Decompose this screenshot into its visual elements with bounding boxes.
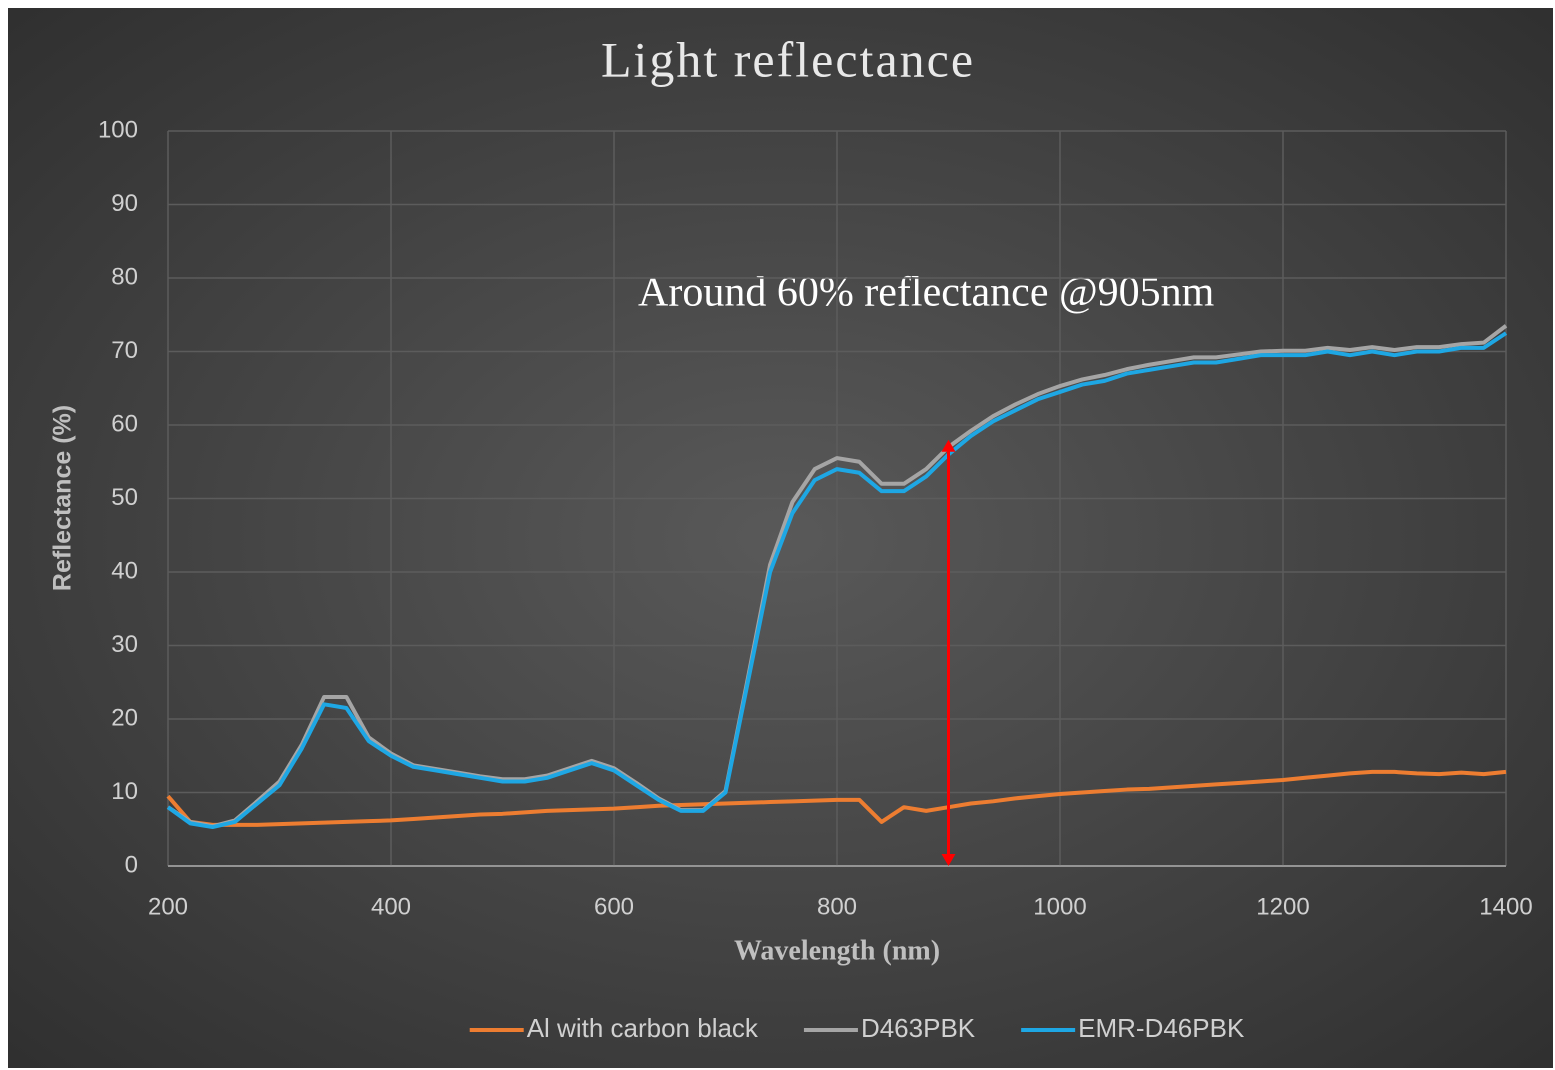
arrow-head <box>941 439 956 452</box>
arrow-head <box>941 854 956 866</box>
legend: Al with carbon black D463PBK EMR-D46PBK <box>469 1013 1245 1043</box>
y-tick-label: 30 <box>111 631 138 658</box>
y-tick-label: 10 <box>111 778 138 805</box>
y-tick-label: 50 <box>111 484 138 511</box>
annotation: Around 60% reflectance @905nm <box>638 270 1215 316</box>
legend-label: D463PBK <box>861 1013 976 1043</box>
x-tick-label: 1200 <box>1256 893 1309 920</box>
y-tick-label: 90 <box>111 190 138 217</box>
y-tick-label: 20 <box>111 704 138 731</box>
y-tick-label: 100 <box>98 116 138 143</box>
y-tick-label: 0 <box>125 851 138 878</box>
legend-label: EMR-D46PBK <box>1078 1013 1245 1043</box>
x-tick-label: 1000 <box>1033 893 1086 920</box>
x-tick-label: 400 <box>371 893 411 920</box>
y-tick-label: 70 <box>111 337 138 364</box>
x-tick-label: 800 <box>817 893 857 920</box>
legend-label: Al with carbon black <box>527 1013 759 1043</box>
y-axis-label: Reflectance (%) <box>49 405 77 591</box>
y-tick-label: 80 <box>111 263 138 290</box>
x-tick-label: 600 <box>594 893 634 920</box>
y-tick-label: 60 <box>111 410 138 437</box>
x-tick-label: 1400 <box>1479 893 1532 920</box>
chart-title: Light reflectance <box>601 31 975 87</box>
series-line <box>166 769 1507 827</box>
x-tick-label: 200 <box>148 893 188 920</box>
y-tick-label: 40 <box>111 557 138 584</box>
x-axis-label: Wavelength (nm) <box>734 935 940 966</box>
series-line <box>166 331 1508 830</box>
